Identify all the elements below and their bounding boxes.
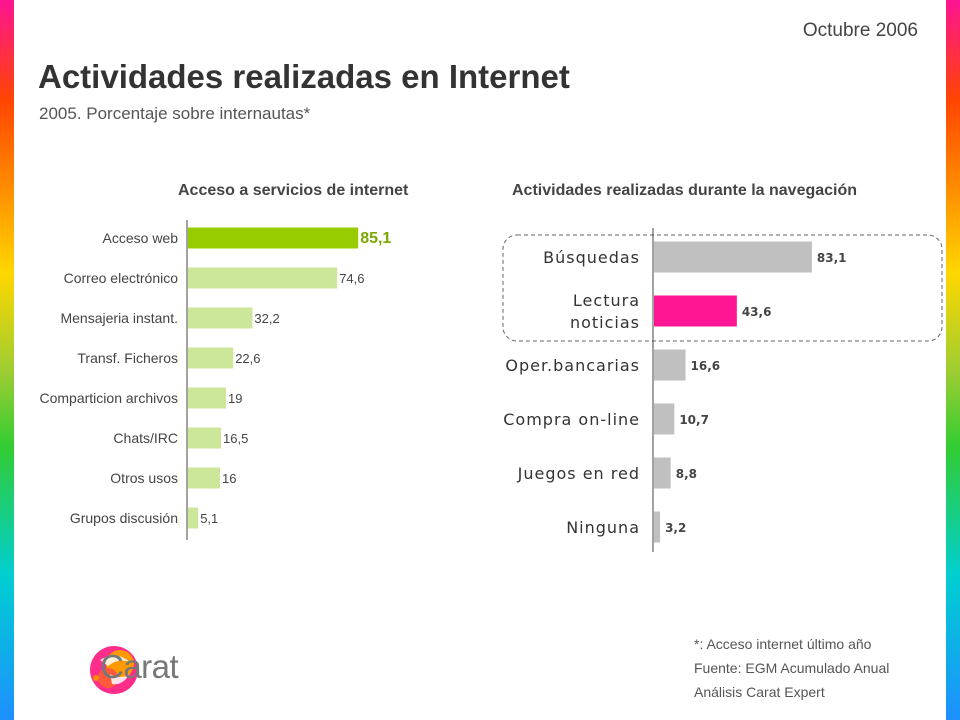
- right-value-label: 3,2: [665, 521, 686, 535]
- left-rainbow-stripe: [0, 0, 14, 720]
- left-bar: [188, 267, 338, 289]
- right-category-label: Búsquedas: [543, 248, 640, 267]
- page-subtitle: 2005. Porcentaje sobre internautas*: [39, 104, 311, 123]
- right-value-label: 83,1: [817, 251, 847, 265]
- right-chart-title: Actividades realizadas durante la navega…: [512, 182, 858, 199]
- right-bar: [654, 349, 686, 381]
- left-value-label: 19: [228, 391, 242, 406]
- left-bar: [188, 227, 359, 249]
- right-category-label: Compra on-line: [503, 410, 640, 429]
- right-rainbow-stripe: [946, 0, 960, 720]
- carat-logo-icon: [90, 646, 138, 694]
- right-category-label: Oper.bancarias: [505, 356, 640, 375]
- date-label: Octubre 2006: [802, 20, 918, 41]
- left-bar: [188, 307, 253, 329]
- left-category-label: Chats/IRC: [113, 430, 178, 446]
- left-bar: [188, 347, 234, 369]
- left-category-label: Grupos discusión: [70, 510, 178, 526]
- highlight-group-frame: [502, 234, 943, 342]
- left-value-label: 16: [222, 471, 236, 486]
- left-category-label: Transf. Ficheros: [77, 350, 178, 366]
- right-value-label: 43,6: [742, 305, 772, 319]
- right-value-label: 10,7: [679, 413, 709, 427]
- carat-logo-text: Carat: [100, 648, 179, 685]
- left-value-label: 16,5: [223, 431, 248, 446]
- footnote-line: Fuente: EGM Acumulado Anual: [694, 660, 890, 676]
- left-bar: [188, 467, 220, 489]
- left-category-label: Acceso web: [103, 230, 179, 246]
- left-category-label: Otros usos: [110, 470, 178, 486]
- page-title: Actividades realizadas en Internet: [38, 58, 570, 95]
- right-bar: [654, 403, 675, 435]
- left-value-label: 85,1: [360, 230, 391, 247]
- left-bar: [188, 387, 226, 409]
- left-value-label: 74,6: [339, 271, 364, 286]
- right-value-label: 8,8: [676, 467, 697, 481]
- footnote-line: Análisis Carat Expert: [694, 684, 825, 700]
- left-category-label: Comparticion archivos: [40, 390, 179, 406]
- right-bar: [654, 511, 661, 543]
- left-value-label: 5,1: [200, 511, 218, 526]
- left-value-label: 32,2: [254, 311, 279, 326]
- footnotes: *: Acceso internet último año Fuente: EG…: [694, 632, 889, 704]
- left-chart-title: Acceso a servicios de internet: [178, 182, 409, 199]
- right-category-label: Ninguna: [566, 518, 640, 537]
- left-value-label: 22,6: [235, 351, 260, 366]
- left-category-label: Correo electrónico: [64, 270, 179, 286]
- right-bar-chart: Búsquedas 83,1 Lectura noticias 43,6 Oper.ban…: [502, 228, 943, 552]
- right-value-label: 16,6: [691, 359, 721, 373]
- left-bar: [188, 507, 199, 529]
- right-bar: [654, 295, 737, 327]
- left-bar-chart: Acceso web 85,1 Correo electrónico 74,6 Mens…: [40, 220, 391, 540]
- right-category-label: Lectura noticias: [570, 291, 640, 332]
- right-category-label: Juegos en red: [517, 464, 640, 483]
- footnote-line: *: Acceso internet último año: [694, 636, 872, 652]
- left-category-label: Mensajeria instant.: [60, 310, 178, 326]
- right-bar: [654, 241, 812, 273]
- right-bar: [654, 457, 671, 489]
- left-bar: [188, 427, 221, 449]
